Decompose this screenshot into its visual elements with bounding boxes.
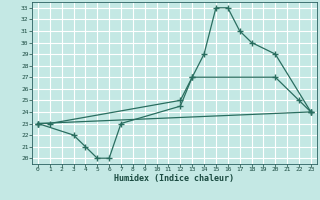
X-axis label: Humidex (Indice chaleur): Humidex (Indice chaleur) bbox=[115, 174, 234, 183]
